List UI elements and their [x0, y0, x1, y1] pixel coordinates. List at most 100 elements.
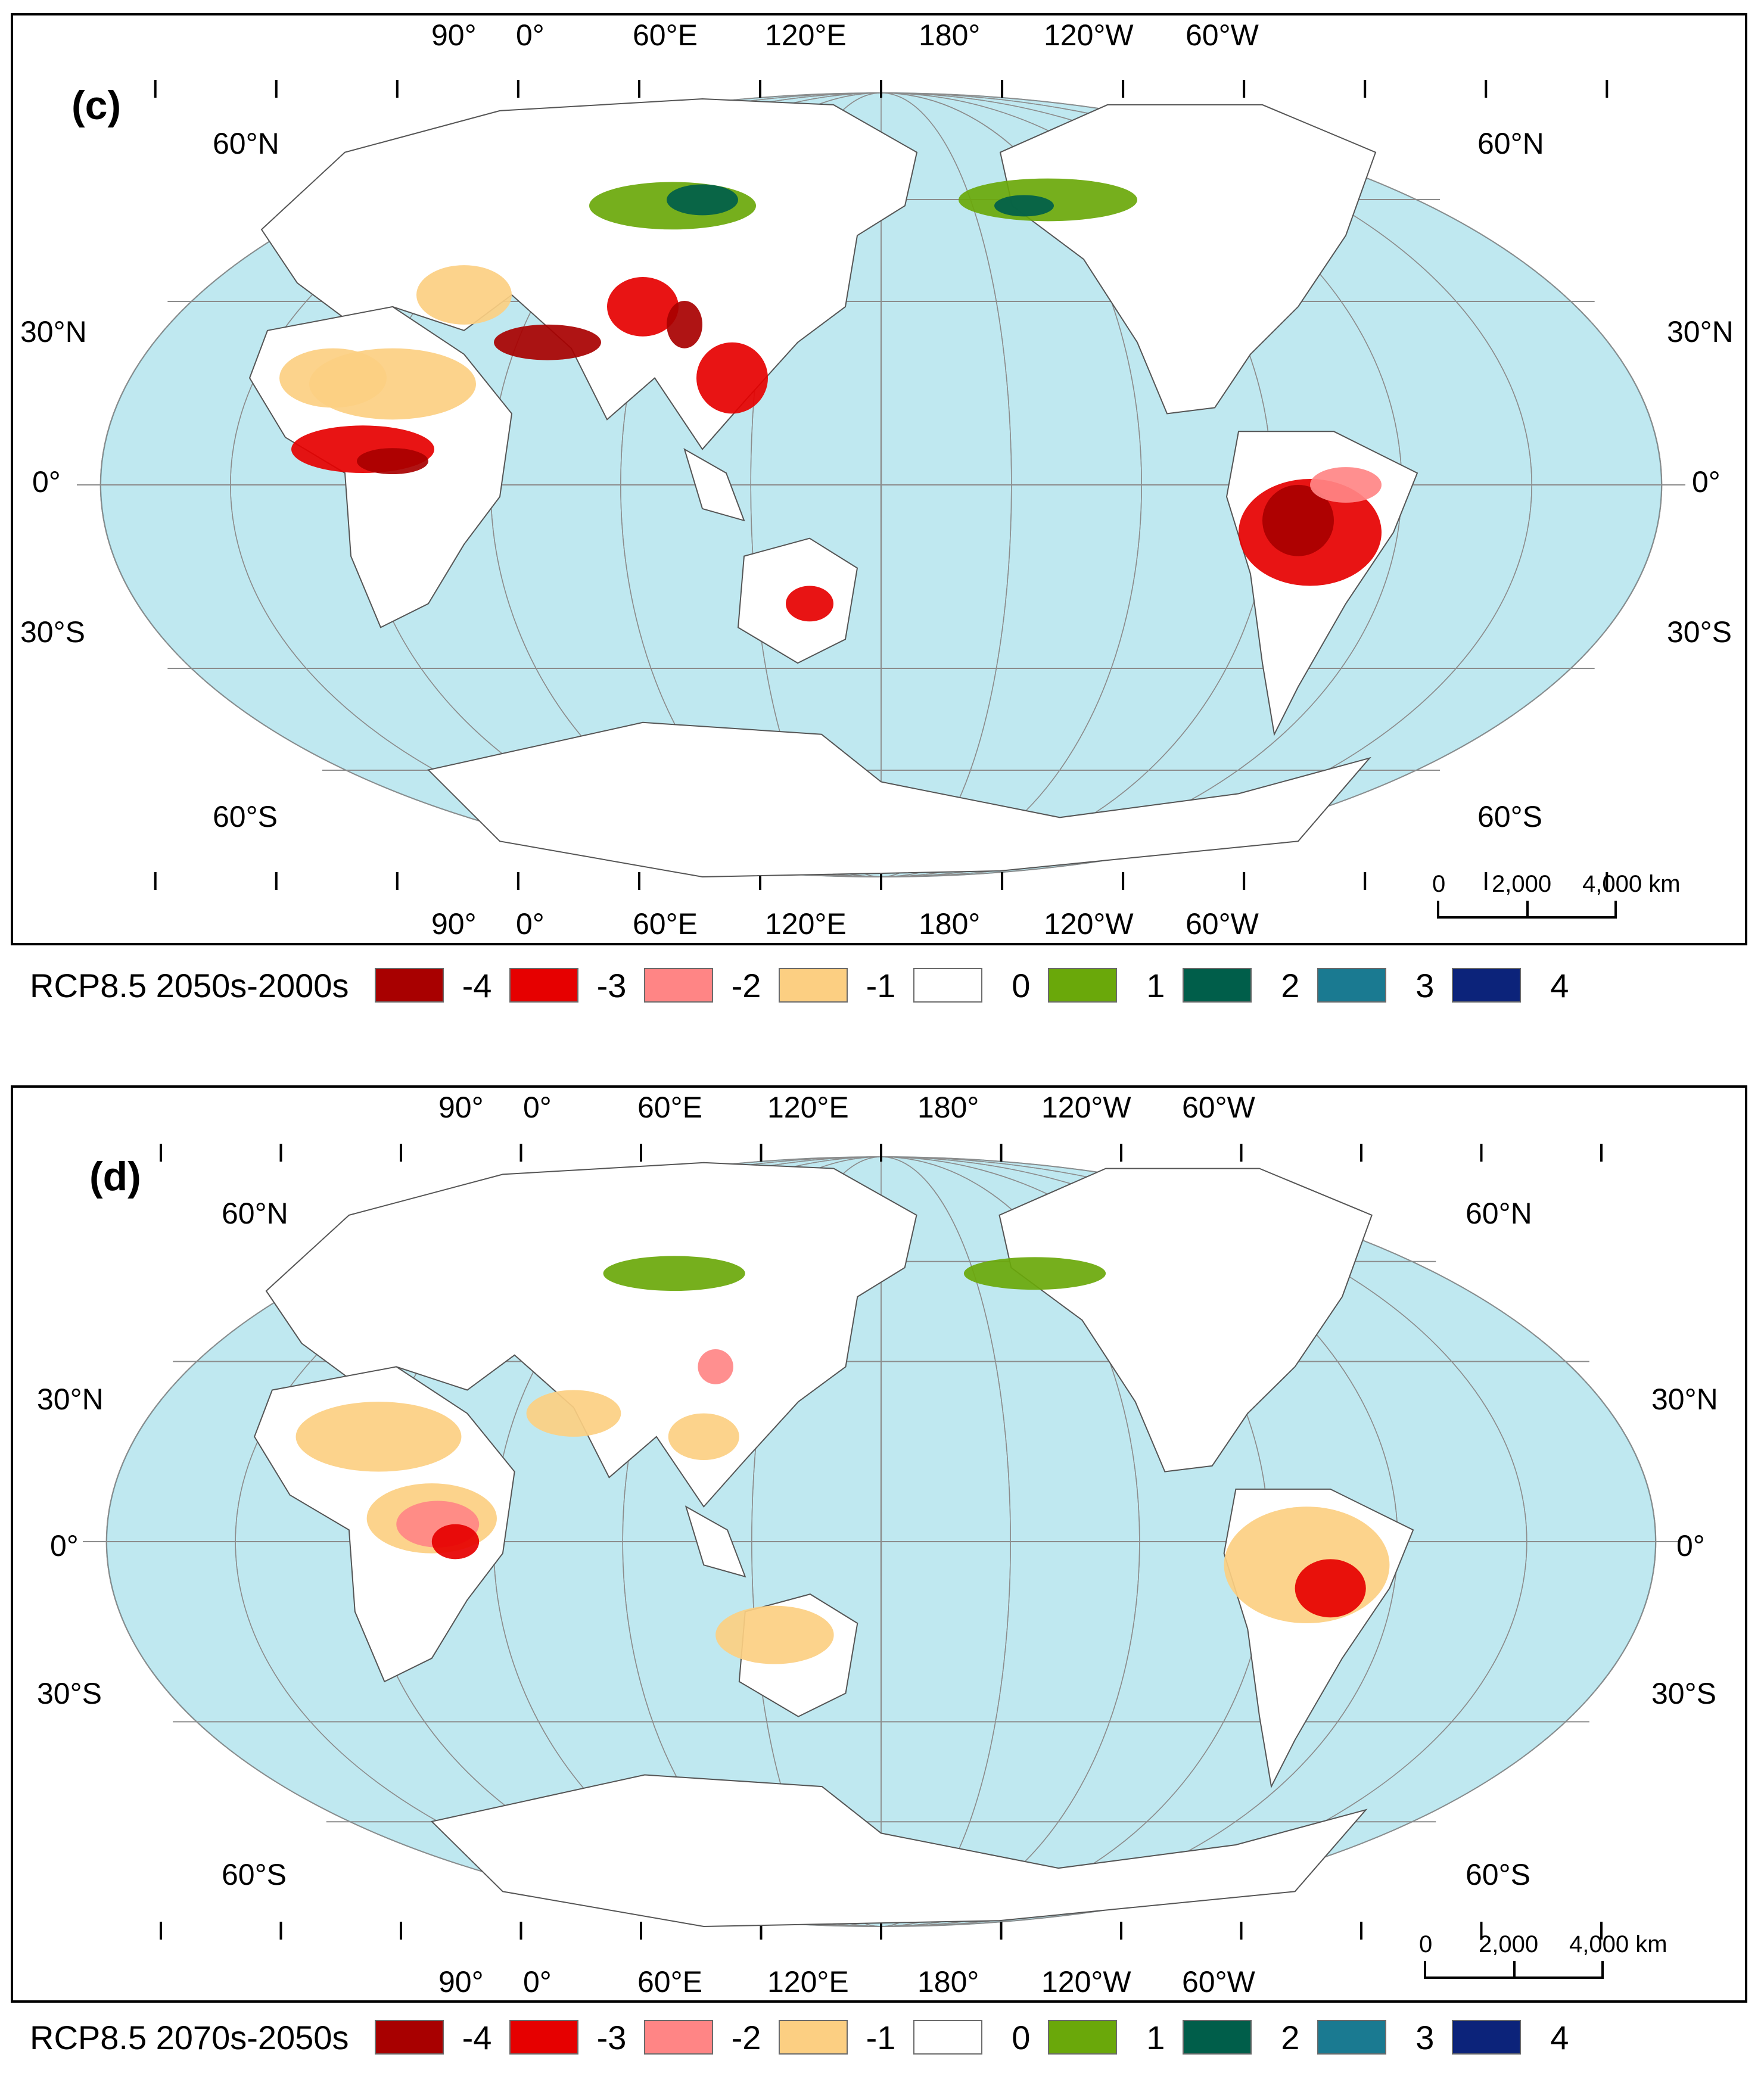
class-patch — [295, 1402, 462, 1472]
class-patch — [279, 348, 387, 408]
lat-label-right-60s: 60°S — [1477, 800, 1542, 833]
lon-label-bottom-60w: 60°W — [1182, 1965, 1255, 1999]
legend-item: 1 — [1048, 966, 1183, 1005]
legend-value: 2 — [1281, 2018, 1300, 2056]
map-d — [83, 1144, 1679, 1940]
lat-label-left-60s: 60°S — [213, 800, 278, 833]
lon-label-bottom-120e: 120°E — [765, 907, 847, 941]
class-patch — [963, 1257, 1106, 1290]
legend-swatch — [913, 2020, 983, 2055]
lon-label-top-120w: 120°W — [1044, 18, 1134, 52]
scale-tick — [1513, 1961, 1516, 1979]
class-patch — [667, 300, 702, 348]
lat-label-left-60n: 60°N — [222, 1197, 288, 1230]
scale-bar: 0 2,000 4,000 km — [1432, 871, 1706, 936]
legend-swatch — [779, 968, 848, 1003]
class-patch — [494, 324, 601, 360]
legend-item: -4 — [375, 2018, 509, 2057]
class-patch — [1310, 467, 1382, 503]
legend-value: 4 — [1550, 2018, 1569, 2056]
class-patch — [667, 184, 738, 216]
map-geo-d — [83, 1144, 1679, 1940]
legend-value: 1 — [1146, 2018, 1165, 2056]
legend-value: 0 — [1012, 966, 1031, 1004]
lon-label-top-120w: 120°W — [1041, 1091, 1131, 1124]
lat-label-left-30n: 30°N — [20, 315, 87, 348]
legend-item: -1 — [779, 2018, 913, 2057]
legend-swatch — [375, 2020, 444, 2055]
class-patch — [1262, 485, 1334, 556]
land-antarctica — [430, 1774, 1368, 1928]
lon-label-top-0: 0° — [516, 18, 545, 52]
class-patch — [715, 1605, 834, 1664]
legend-item: -2 — [644, 2018, 779, 2057]
lon-label-bottom-0: 0° — [516, 907, 545, 941]
legend-d: RCP8.5 2070s-2050s -4 -3 -2 -1 0 1 2 3 4 — [30, 2013, 1586, 2061]
scale-tick — [1614, 901, 1617, 919]
legend-item: 4 — [1452, 2018, 1586, 2057]
panel-label: (d) — [89, 1154, 141, 1199]
lon-label-bottom-60e: 60°E — [633, 907, 698, 941]
legend-swatch — [1048, 2020, 1118, 2055]
class-patch — [786, 586, 833, 622]
lat-label-right-30n: 30°N — [1651, 1383, 1718, 1416]
legend-item: -3 — [509, 2018, 644, 2057]
class-patch — [696, 342, 768, 414]
scale-tick — [1424, 1961, 1426, 1979]
map-geo-c — [77, 80, 1685, 890]
class-patch — [668, 1413, 739, 1460]
legend-item: 2 — [1183, 966, 1317, 1005]
legend-value: 3 — [1415, 2018, 1435, 2056]
land-antarctica — [427, 721, 1371, 878]
class-patch — [607, 277, 679, 337]
lon-label-top-0: 0° — [523, 1091, 552, 1124]
scale-label-2000: 2,000 — [1492, 871, 1552, 897]
scale-label-0: 0 — [1432, 871, 1446, 897]
legend-value: 3 — [1415, 966, 1435, 1004]
scale-label-4000: 4,000 km — [1569, 1931, 1667, 1957]
lon-label-top-120e: 120°E — [767, 1091, 849, 1124]
legend-title: RCP8.5 2070s-2050s — [30, 2018, 349, 2056]
legend-value: 1 — [1146, 966, 1165, 1004]
lat-label-right-60n: 60°N — [1477, 127, 1544, 160]
lat-label-left-30s: 30°S — [37, 1677, 102, 1710]
lon-label-top-120e: 120°E — [765, 18, 847, 52]
lat-label-left-0: 0° — [32, 465, 61, 499]
scale-label-0: 0 — [1419, 1931, 1433, 1957]
legend-item: -3 — [509, 966, 644, 1005]
lat-label-left-30s: 30°S — [20, 615, 85, 649]
legend-swatch — [1048, 968, 1118, 1003]
lon-label-bottom-120w: 120°W — [1041, 1965, 1131, 1999]
legend-title: RCP8.5 2050s-2000s — [30, 966, 349, 1004]
legend-items: -4 -3 -2 -1 0 1 2 3 4 — [375, 966, 1586, 1005]
lat-label-left-60s: 60°S — [222, 1858, 287, 1891]
legend-item: 3 — [1317, 966, 1452, 1005]
legend-item: 4 — [1452, 966, 1586, 1005]
lon-label-top-60w: 60°W — [1186, 18, 1259, 52]
class-patch — [994, 195, 1054, 217]
legend-item: -1 — [779, 966, 913, 1005]
legend-c: RCP8.5 2050s-2000s -4 -3 -2 -1 0 1 2 3 4 — [30, 961, 1586, 1009]
scale-tick — [1437, 901, 1439, 919]
lon-label-bottom-0: 0° — [523, 1965, 552, 1999]
lon-label-bottom-180: 180° — [917, 1965, 979, 1999]
legend-swatch — [1452, 968, 1522, 1003]
scale-label-2000: 2,000 — [1479, 1931, 1539, 1957]
legend-swatch — [644, 968, 714, 1003]
lon-label-top-60e: 60°E — [633, 18, 698, 52]
class-patch — [1295, 1559, 1366, 1618]
lat-label-right-30n: 30°N — [1667, 315, 1734, 348]
lon-label-top-90: 90° — [438, 1091, 484, 1124]
legend-item: 0 — [913, 966, 1048, 1005]
class-patch — [603, 1256, 745, 1291]
map-c — [77, 80, 1685, 890]
legend-value: 4 — [1550, 966, 1569, 1004]
lon-label-bottom-90: 90° — [438, 1965, 484, 1999]
lat-label-left-30n: 30°N — [37, 1383, 104, 1416]
legend-value: -2 — [731, 966, 761, 1004]
lat-label-left-0: 0° — [50, 1529, 79, 1562]
legend-items: -4 -3 -2 -1 0 1 2 3 4 — [375, 2018, 1586, 2057]
legend-value: -3 — [596, 2018, 627, 2056]
lon-label-top-180: 180° — [917, 1091, 979, 1124]
legend-swatch — [779, 2020, 848, 2055]
